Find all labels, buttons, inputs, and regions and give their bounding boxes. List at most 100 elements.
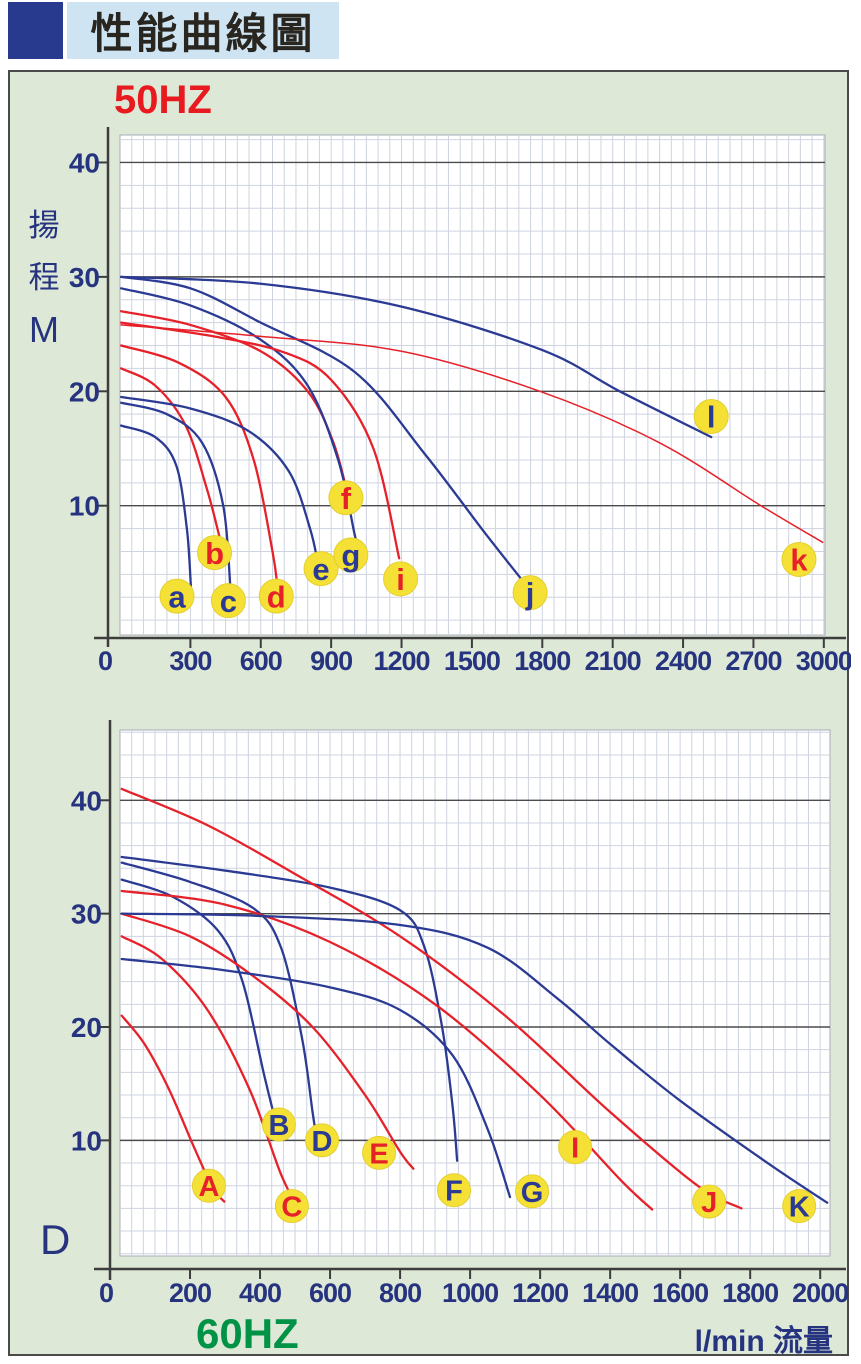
x-tick-label: 1500 (444, 646, 500, 676)
x-tick-label: 200 (169, 1278, 211, 1308)
curve-label-circle-i (383, 561, 419, 597)
curve-label-text-F: F (445, 1176, 463, 1208)
curve-j (120, 275, 539, 601)
curve-D (120, 861, 318, 1136)
curve-label-text-D: D (312, 1126, 333, 1158)
curve-k (120, 324, 824, 544)
curve-label-text-k: k (790, 543, 808, 578)
curve-label-k: k (781, 541, 817, 578)
x-tick-label: 1800 (722, 1278, 778, 1308)
x-tick-label: 600 (240, 646, 282, 676)
curve-label-C: C (274, 1189, 309, 1224)
x-tick-label: 1200 (512, 1278, 568, 1308)
curve-label-circle-F (436, 1173, 471, 1208)
x-tick-label: 1000 (442, 1278, 498, 1308)
x-tick-label: 400 (239, 1278, 281, 1308)
chart-panel: 50HZ 揚 程 M a b c d e f g i j k l 0 300 600 900 1200 1500… (8, 70, 851, 1358)
curve-label-c: c (210, 583, 246, 619)
curve-label-text-B: B (268, 1110, 289, 1142)
curve-label-circle-K (782, 1189, 817, 1224)
curve-label-g: g (333, 537, 369, 573)
curve-label-text-K: K (789, 1192, 810, 1224)
curve-label-circle-a (159, 578, 195, 614)
axis-ticks (100, 799, 822, 1279)
curve-F (120, 855, 459, 1162)
y-tick-label: 40 (69, 147, 100, 178)
y-axis-label-char-2: 程 (28, 260, 60, 295)
curve-label-circle-j (512, 575, 548, 611)
curve-c (120, 401, 232, 587)
x-tick-label: 2000 (792, 1278, 848, 1308)
y-axis-label-50hz: 揚 程 M (22, 200, 66, 356)
curve-label-circle-d (258, 578, 294, 614)
curve-label-i: i (383, 561, 419, 597)
curve-label-f: f (328, 480, 364, 516)
curve-label-text-A: A (198, 1171, 219, 1203)
curve-label-text-E: E (369, 1138, 388, 1170)
curve-label-D: D (305, 1123, 340, 1158)
x-tick-label: 0 (98, 646, 112, 676)
curve-label-l: l (693, 398, 729, 435)
x-tick-label: 2400 (655, 646, 711, 676)
y-tick-label: 30 (71, 899, 102, 930)
x-tick-label: 900 (310, 646, 352, 676)
x-tick-label: 0 (99, 1278, 113, 1308)
curve-C (120, 935, 300, 1210)
curves (120, 787, 829, 1211)
curve-label-text-C: C (281, 1192, 302, 1224)
chart-60hz: A B C D E F GI J K 0 200 400 600 800 1000 1200 1400 1600 1… (71, 720, 849, 1308)
curve-a (120, 424, 193, 587)
curve-label-text-f: f (341, 481, 352, 516)
plot-area (119, 729, 831, 1257)
curve-label-text-d: d (267, 579, 286, 614)
x-tick-label: 800 (379, 1278, 421, 1308)
y-tick-label: 10 (71, 1125, 102, 1156)
curve-label-circle-A (191, 1168, 226, 1203)
y-tick-labels: 10 20 30 40 (71, 785, 102, 1156)
curve-i (120, 321, 401, 560)
curve-label-circle-k (781, 541, 817, 577)
curve-label-text-g: g (341, 538, 360, 573)
y-axis-label-char-3: M (29, 309, 59, 350)
chart-50hz: abc de fg i j k l 0 300 600 900 1200 1500 1800 2100 240… (69, 127, 851, 676)
x-tick-label: 600 (309, 1278, 351, 1308)
grid (120, 135, 825, 635)
x-axis-unit-label: l/min 流量 (694, 1325, 833, 1358)
curve-e (120, 395, 320, 567)
y-tick-label: 10 (69, 491, 100, 522)
curve-label-e: e (303, 551, 339, 587)
curve-label-J: J (692, 1184, 727, 1219)
x-tick-label: 1400 (582, 1278, 638, 1308)
curve-label-A: A (191, 1168, 226, 1203)
x-tick-label: 2700 (725, 646, 781, 676)
x-tick-label: 1200 (373, 646, 429, 676)
curve-label-text-G: G (521, 1177, 544, 1209)
curve-I (120, 889, 654, 1211)
curve-label-text-J: J (701, 1187, 717, 1219)
curve-label-circle-E (362, 1135, 397, 1170)
curve-labels: A B C D E F GI J K (191, 1107, 817, 1224)
curve-label-B: B (261, 1107, 296, 1142)
x-tick-label: 1800 (514, 646, 570, 676)
curve-label-circle-b (197, 535, 233, 571)
curve-label-F: F (436, 1173, 471, 1208)
x-tick-label: 300 (169, 646, 211, 676)
y-axis-label-char-1: 揚 (28, 208, 60, 243)
curve-label-text-j: j (525, 576, 535, 611)
y-tick-labels: 10 20 30 40 (69, 147, 100, 521)
curve-l (120, 275, 713, 439)
curve-G (120, 957, 512, 1199)
curve-label-circle-B (261, 1107, 296, 1142)
curve-label-text-b: b (205, 536, 224, 571)
curve-label-text-l: l (707, 400, 716, 435)
curve-g (120, 287, 360, 550)
x-tick-label: 2100 (585, 646, 641, 676)
curve-label-text-e: e (312, 552, 329, 587)
curve-label-circle-g (333, 537, 369, 573)
curve-E (120, 912, 415, 1170)
axis-ticks (98, 161, 825, 648)
curve-label-circle-C (274, 1189, 309, 1224)
curves (120, 275, 824, 601)
curve-label-text-c: c (220, 584, 237, 619)
x-tick-label: 1600 (652, 1278, 708, 1308)
